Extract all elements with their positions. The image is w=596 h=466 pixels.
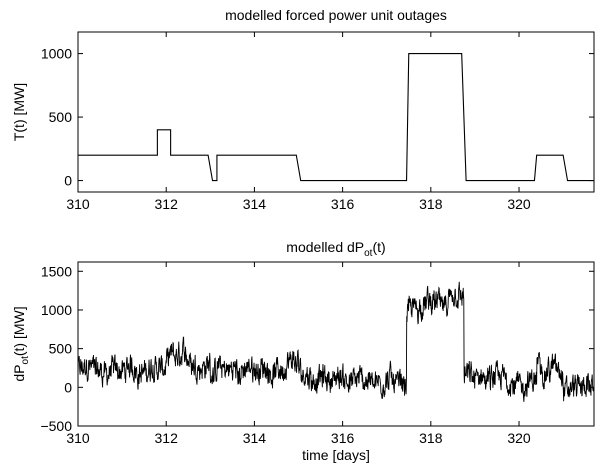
outage-x-tick-label: 318	[419, 196, 443, 212]
dpot-y-axis: −500 0 500 1000 1500	[40, 263, 594, 434]
outage-chart-title: modelled forced power unit outages	[225, 7, 447, 23]
outage-x-tick-label: 312	[155, 196, 179, 212]
outage-x-tick-label: 310	[66, 196, 90, 212]
outage-y-tick-label: 0	[64, 173, 72, 189]
outage-x-tick-label: 314	[243, 196, 267, 212]
dpot-x-tick-label: 314	[243, 430, 267, 446]
dpot-chart-title: modelled dPot(t)	[286, 239, 385, 259]
outage-x-axis: 310 312 314 316 318 320	[66, 32, 531, 212]
outage-y-tick-label: 1000	[41, 46, 72, 62]
outage-series-line	[78, 54, 594, 181]
outage-y-axis: 0 500 1000	[41, 46, 594, 189]
dpot-plot-frame	[78, 262, 594, 426]
outage-x-tick-label: 320	[507, 196, 531, 212]
dpot-y-tick-label: 1000	[41, 302, 72, 318]
outage-y-tick-label: 500	[49, 109, 73, 125]
dpot-y-tick-label: 0	[64, 379, 72, 395]
dpot-y-tick-label: −500	[40, 418, 72, 434]
outage-plot-frame	[78, 32, 594, 192]
dpot-y-axis-label: dPot(t) [MW]	[11, 306, 31, 381]
outage-panel: modelled forced power unit outages 310 31…	[11, 7, 594, 212]
dpot-x-tick-label: 318	[419, 430, 443, 446]
dpot-x-tick-label: 312	[155, 430, 179, 446]
outage-x-tick-label: 316	[331, 196, 355, 212]
dpot-x-axis-label: time [days]	[302, 447, 370, 463]
dpot-y-tick-label: 500	[49, 341, 73, 357]
dpot-x-tick-label: 320	[507, 430, 531, 446]
dpot-x-tick-label: 316	[331, 430, 355, 446]
outage-y-axis-label: T(t) [MW]	[11, 83, 27, 141]
dpot-panel: modelled dPot(t) 310 312 314 316 318 320 −500…	[11, 239, 594, 463]
dpot-series-line	[78, 282, 594, 402]
dpot-y-tick-label: 1500	[41, 263, 72, 279]
